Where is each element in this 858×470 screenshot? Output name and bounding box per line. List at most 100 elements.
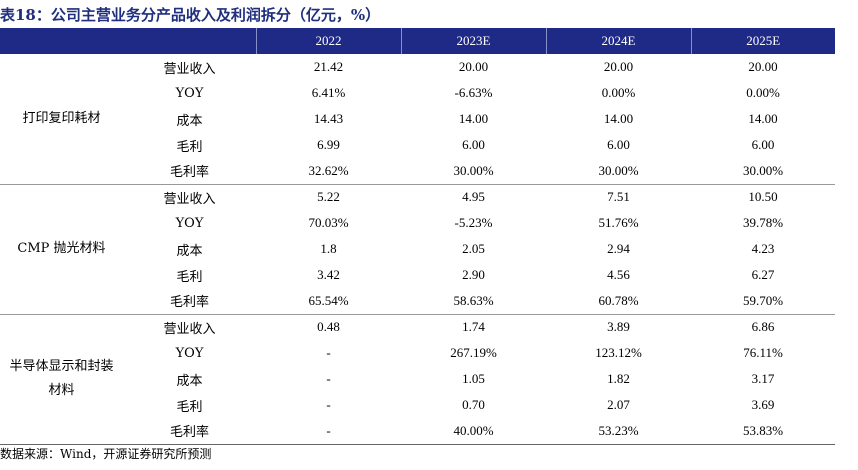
value-cell: 2.05 — [462, 241, 485, 256]
metric-label: 毛利率 — [123, 288, 256, 315]
value-cell: 39.78% — [742, 215, 784, 230]
value-cell: 267.19% — [450, 345, 497, 360]
table-body: 打印复印耗材 营业收入 21.42 20.00 20.00 20.00 YOY 6.41% -6… — [0, 54, 835, 445]
value-cell: 3.69 — [751, 397, 775, 412]
value-cell: 20.00 — [603, 59, 634, 74]
value-cell: 4.56 — [607, 267, 630, 282]
metric-label: 毛利率 — [123, 418, 256, 445]
metric-label: YOY — [175, 345, 204, 361]
table-row: 毛利率 65.54% 58.63% 60.78% 59.70% — [0, 288, 835, 315]
value-cell: -5.23% — [454, 215, 493, 230]
table-row: 打印复印耗材 营业收入 21.42 20.00 20.00 20.00 — [0, 54, 835, 185]
metric-label: 成本 — [176, 113, 203, 129]
value-cell: 0.70 — [462, 397, 485, 412]
metric-label: 毛利率 — [123, 158, 256, 185]
table-row: 毛利 - 0.70 2.07 3.69 — [0, 392, 835, 418]
value-cell: - — [326, 345, 331, 360]
value-cell: 14.00 — [603, 111, 634, 126]
value-cell: 1.05 — [462, 371, 485, 386]
value-cell: 65.54% — [256, 288, 401, 315]
value-cell: 2.90 — [462, 267, 485, 282]
value-cell: 1.8 — [320, 241, 337, 256]
value-cell: 76.11% — [743, 345, 783, 360]
table-row: 毛利率 32.62% 30.00% 30.00% 30.00% — [0, 158, 835, 185]
header-cell-2023e: 2023E — [400, 28, 546, 54]
value-cell: 51.76% — [598, 215, 639, 230]
value-cell: 14.43 — [313, 111, 344, 126]
value-cell: - — [256, 418, 401, 445]
table-row: 成本 1.8 2.05 2.94 4.23 — [0, 236, 835, 262]
value-cell: 20.00 — [458, 59, 489, 74]
header-cell-metric — [123, 28, 256, 54]
source-note: 数据来源：Wind，开源证券研究所预测 — [0, 447, 212, 461]
value-cell: 2.07 — [607, 397, 630, 412]
value-cell: 53.83% — [691, 418, 835, 445]
value-cell: 6.41% — [311, 85, 346, 100]
value-cell: - — [326, 371, 331, 386]
value-cell: 4.23 — [751, 241, 775, 256]
value-cell: 14.00 — [748, 111, 778, 126]
table-row: YOY - 267.19% 123.12% 76.11% — [0, 340, 835, 366]
value-cell: 3.42 — [317, 267, 340, 282]
metric-label: YOY — [175, 215, 204, 231]
value-cell: 14.00 — [458, 111, 489, 126]
value-cell: 6.99 — [317, 137, 340, 152]
value-cell: 59.70% — [691, 288, 835, 315]
value-cell: 0.00% — [746, 85, 780, 100]
metric-label: 营业收入 — [163, 61, 216, 77]
table-row: CMP 抛光材料 营业收入 5.22 4.95 7.51 10.50 — [0, 184, 835, 315]
value-cell: 2.94 — [607, 241, 630, 256]
value-cell: 0.48 — [317, 319, 340, 335]
metric-label: 营业收入 — [163, 191, 216, 207]
value-cell: 32.62% — [256, 158, 401, 185]
header-row: 2022 2023E 2024E 2025E — [0, 28, 835, 54]
table-row: 毛利率 -40.00% 53.23% 53.83% — [0, 418, 835, 445]
value-cell: 0.00% — [601, 85, 636, 100]
value-cell: 6.00 — [751, 137, 775, 152]
header-cell-2024e: 2024E — [545, 28, 691, 54]
value-cell: 1.74 — [462, 319, 485, 335]
table-row: YOY 6.41% -6.63% 0.00% 0.00% — [0, 80, 835, 106]
segment-label: 打印复印耗材 — [0, 54, 123, 185]
header-cell-2022: 2022 — [255, 28, 401, 54]
header-cell-segment — [0, 28, 123, 54]
value-cell: 6.00 — [462, 137, 485, 152]
metric-label: 成本 — [176, 243, 203, 259]
value-cell: 60.78% — [546, 288, 691, 315]
segment-label: 半导体显示和封装材料 — [0, 314, 123, 445]
value-cell: 5.22 — [317, 189, 340, 205]
table-row: 成本 - 1.05 1.82 3.17 — [0, 366, 835, 392]
value-cell: -6.63% — [454, 85, 493, 100]
value-cell: 70.03% — [308, 215, 349, 230]
metric-label: 毛利 — [176, 139, 203, 155]
value-cell: 10.50 — [748, 189, 778, 205]
metric-label: 毛利 — [176, 399, 203, 415]
value-cell: 6.27 — [751, 267, 775, 282]
revenue-profit-table: 2022 2023E 2024E 2025E 打印复印耗材 营业收入 21.42 20… — [0, 28, 835, 445]
table-row: 成本 14.43 14.00 14.00 14.00 — [0, 106, 835, 132]
metric-label: 成本 — [176, 373, 203, 389]
value-cell: 4.95 — [462, 189, 485, 205]
value-cell: 53.23% — [546, 418, 691, 445]
value-cell: 3.89 — [607, 319, 630, 335]
table-row: 毛利 3.42 2.90 4.56 6.27 — [0, 262, 835, 288]
value-cell: 6.00 — [607, 137, 630, 152]
metric-label: 毛利 — [176, 269, 203, 285]
metric-label: 营业收入 — [163, 321, 216, 337]
segment-label: CMP 抛光材料 — [0, 184, 123, 315]
value-cell: 7.51 — [607, 189, 630, 205]
value-cell: 1.82 — [607, 371, 630, 386]
value-cell: 30.00% — [691, 158, 835, 185]
table-row: 毛利 6.99 6.00 6.00 6.00 — [0, 132, 835, 158]
table-row: YOY 70.03% -5.23% 51.76% 39.78% — [0, 210, 835, 236]
table-title: 表18：公司主营业务分产品收入及利润拆分（亿元，%） — [0, 6, 381, 24]
value-cell: 21.42 — [313, 59, 344, 74]
value-cell: 40.00% — [401, 418, 546, 445]
value-cell: 123.12% — [595, 345, 642, 360]
value-cell: - — [326, 397, 331, 412]
value-cell: 20.00 — [748, 59, 778, 74]
value-cell: 3.17 — [751, 371, 775, 386]
value-cell: 6.86 — [751, 319, 775, 335]
value-cell: 30.00% — [401, 158, 546, 185]
metric-label: YOY — [175, 85, 204, 101]
